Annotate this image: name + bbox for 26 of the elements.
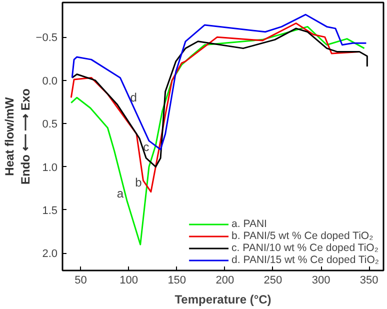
legend-label: c. PANI/10 wt % Ce doped TiO₂ — [232, 242, 378, 254]
annotation: a — [116, 186, 124, 201]
x-tick-label: 250 — [264, 274, 282, 286]
x-axis-title: Temperature (°C) — [174, 292, 272, 306]
x-tick-label: 100 — [120, 274, 138, 286]
legend-label: d. PANI/15 wt % Ce doped TiO₂ — [232, 254, 379, 266]
annotation: c — [143, 140, 150, 154]
y-tick-label: 1.5 — [42, 204, 58, 217]
x-tick-label: 200 — [216, 274, 234, 286]
x-tick-label: 150 — [168, 274, 186, 286]
y-tick-label: 1.0 — [42, 162, 58, 174]
text: Endo ⟵ ⟶ Exo — [18, 88, 32, 184]
annotation: d — [130, 90, 137, 105]
x-tick-label: 50 — [74, 274, 87, 286]
annotation: b — [135, 175, 142, 190]
y-tick-label: 0.5 — [42, 118, 58, 131]
y-tick-label: −0.5 — [36, 32, 58, 44]
legend-label: a. PANI — [232, 218, 267, 230]
x-tick-label: 300 — [312, 274, 330, 286]
y-axis-title: Heat flow/mW — [2, 96, 16, 176]
y-tick-label: 0.0 — [42, 75, 58, 88]
legend-label: b. PANI/5 wt % Ce doped TiO₂ — [232, 230, 374, 242]
line-series — [71, 28, 368, 168]
line-series — [71, 14, 367, 150]
y-tick-label: 2.0 — [42, 248, 58, 260]
x-tick-label: 350 — [360, 274, 378, 286]
